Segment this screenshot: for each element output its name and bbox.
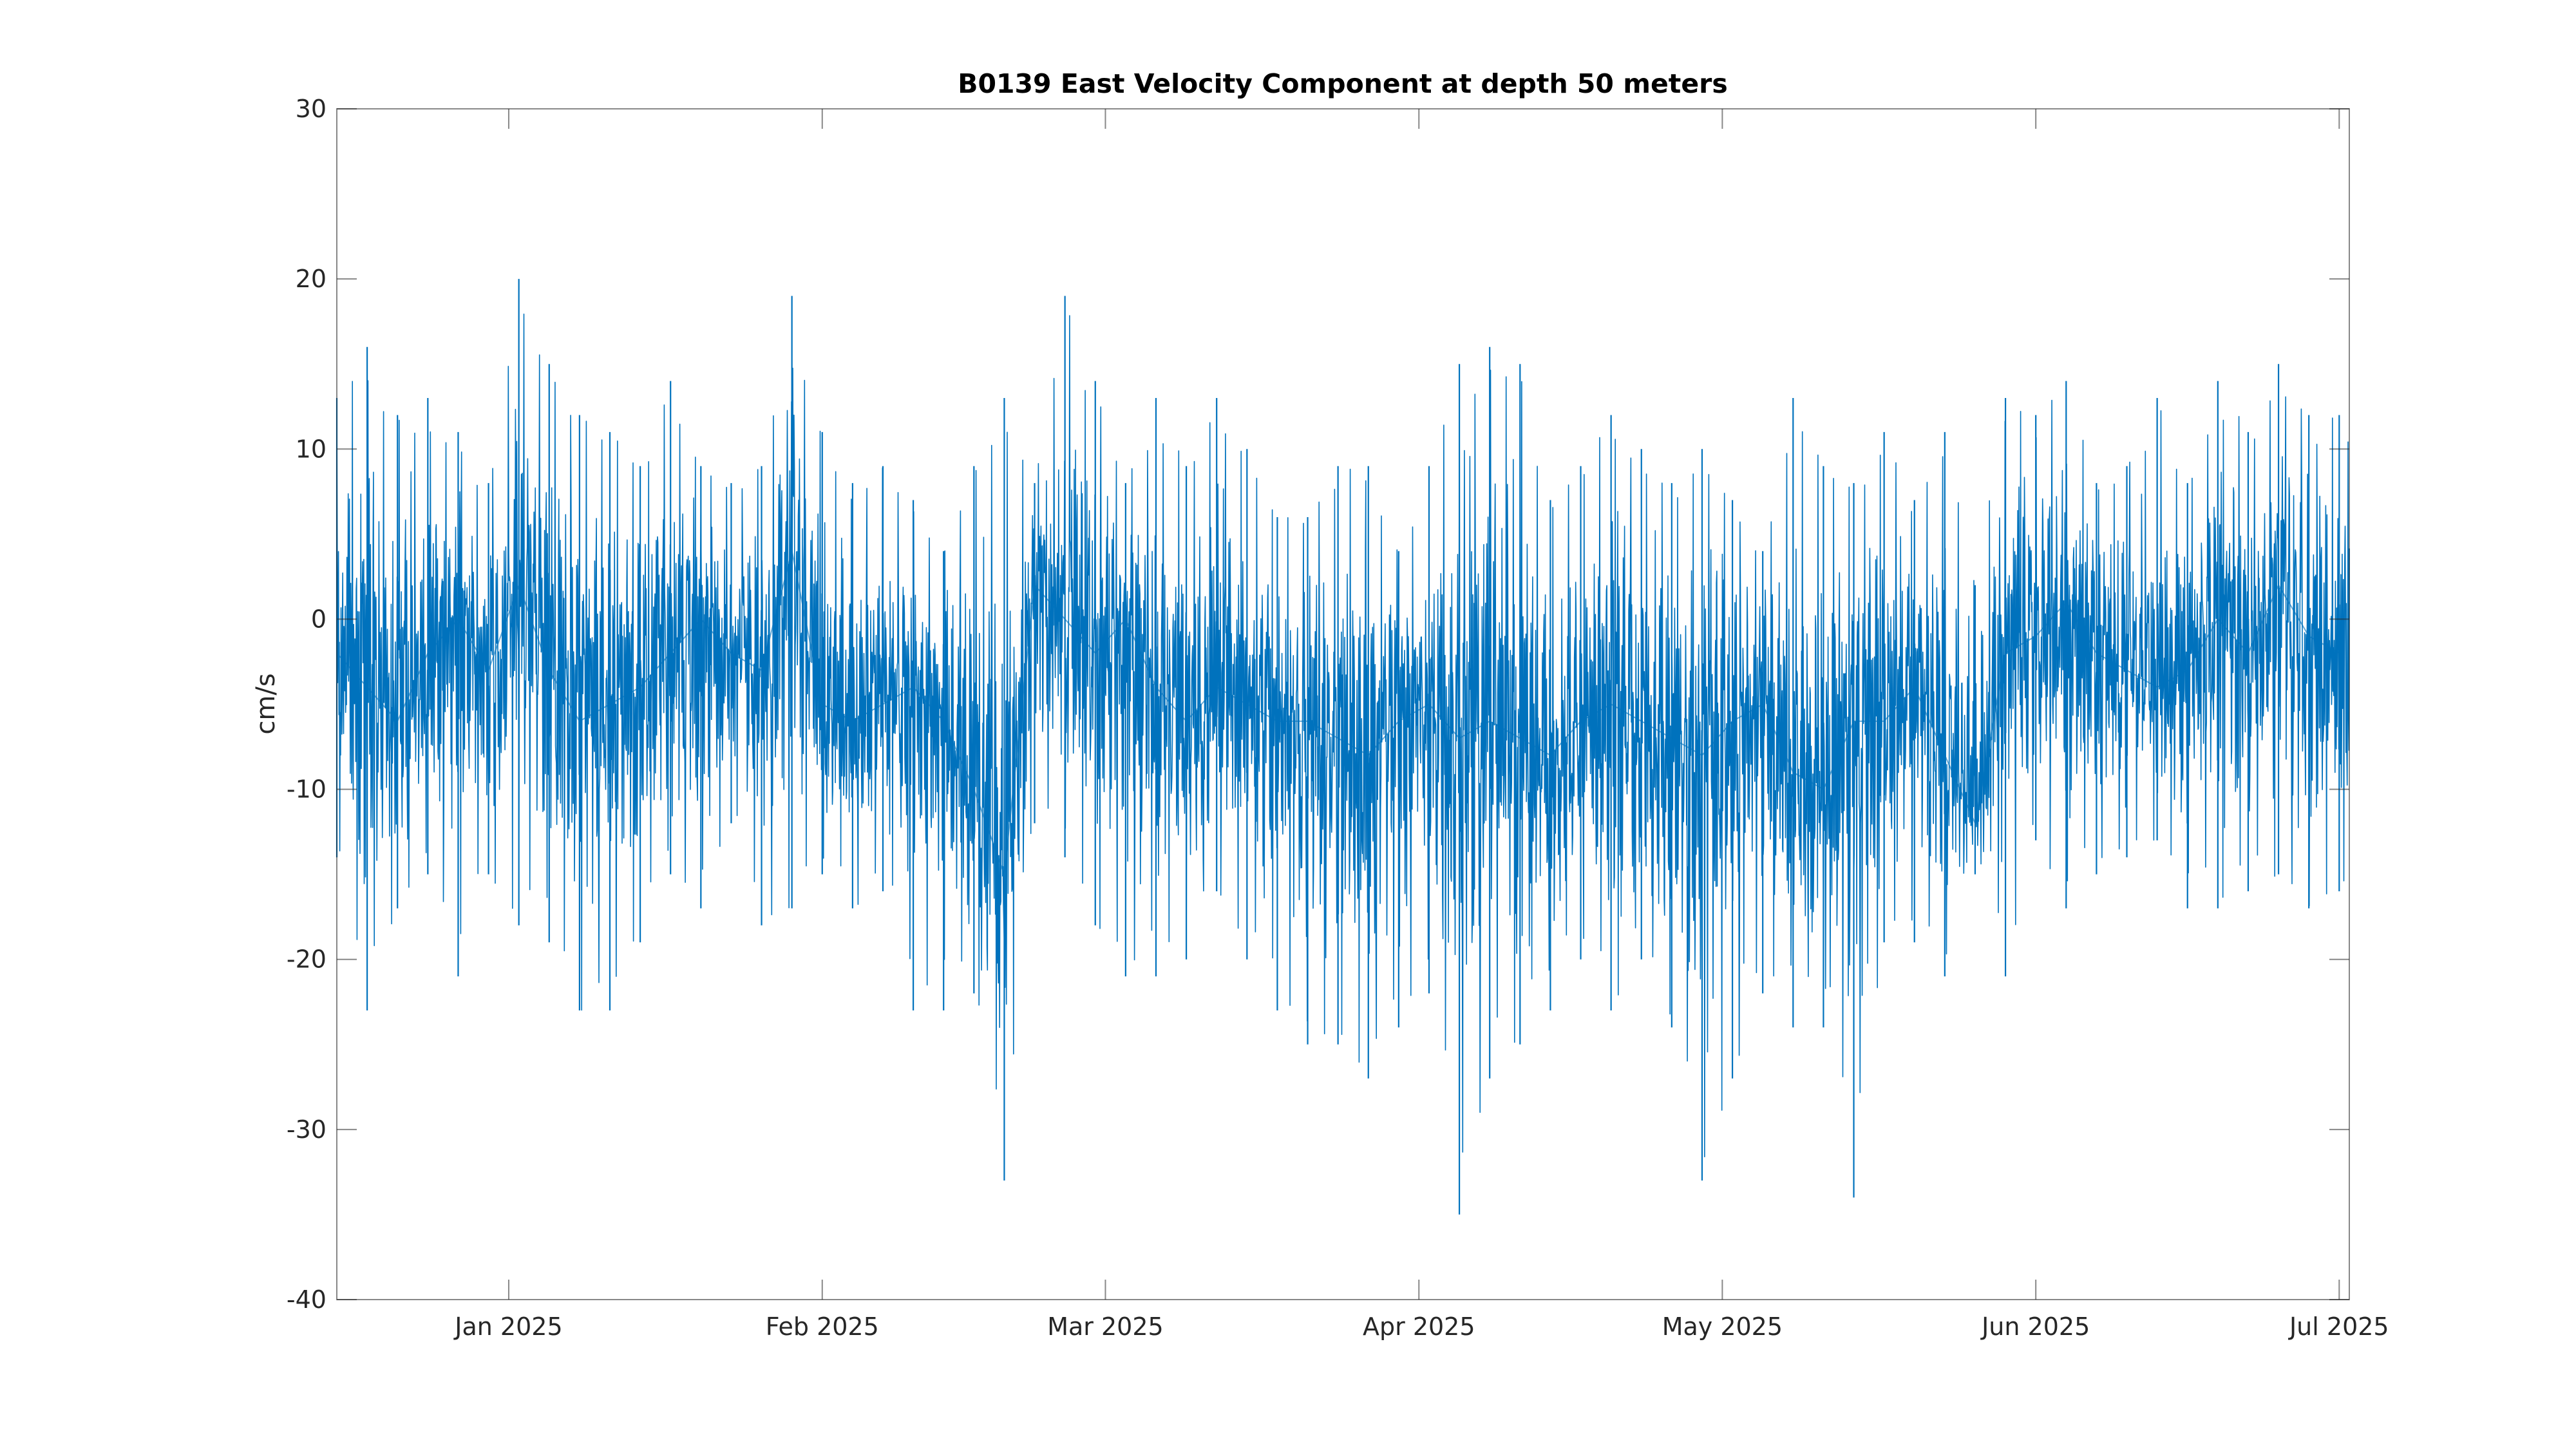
x-tick-label: Feb 2025 <box>766 1312 879 1341</box>
series-line <box>336 313 2350 1157</box>
tick-layer: -40 -30 -20 -10 0 10 20 30 Jan 2025 Feb 2025 Mar 2… <box>287 95 2389 1341</box>
y-tick-label: -10 <box>287 775 327 804</box>
y-tick-label: 10 <box>296 435 327 463</box>
y-tick-label: 0 <box>311 605 327 633</box>
x-tick-label: Jan 2025 <box>453 1312 562 1341</box>
y-tick-label: -20 <box>287 945 327 974</box>
x-tick-label: Jun 2025 <box>1980 1312 2090 1341</box>
axes-box <box>336 108 2350 1300</box>
x-tick-label: Apr 2025 <box>1363 1312 1475 1341</box>
x-tick-label: May 2025 <box>1662 1312 1783 1341</box>
y-tick-label: 20 <box>296 265 327 293</box>
y-tick-label: -30 <box>287 1115 327 1144</box>
chart-title: B0139 East Velocity Component at depth 5… <box>958 68 1728 99</box>
x-tick-label: Jul 2025 <box>2288 1312 2389 1341</box>
y-axis-label: cm/s <box>251 673 281 734</box>
series-layer <box>336 279 2350 1215</box>
x-tick-label: Mar 2025 <box>1047 1312 1163 1341</box>
y-tick-label: 30 <box>296 95 327 123</box>
y-tick-label: -40 <box>287 1285 327 1314</box>
